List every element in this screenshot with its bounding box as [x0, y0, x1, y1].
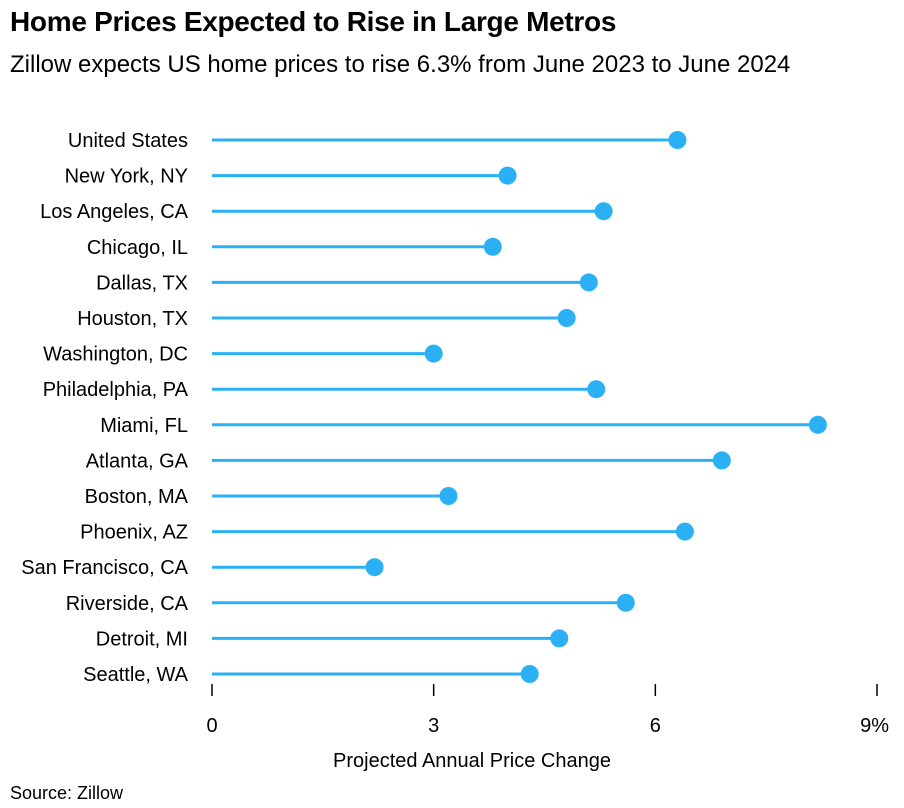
data-point: [557, 309, 576, 327]
x-axis-title: Projected Annual Price Change: [333, 750, 611, 772]
data-point: [675, 522, 694, 541]
x-axis: 0 3 6 9%: [206, 684, 889, 737]
chart-subtitle: Zillow expects US home prices to rise 6.…: [10, 51, 791, 78]
x-tick-label: 9%: [860, 715, 889, 737]
category-label: Washington, DC: [43, 344, 188, 366]
data-point: [616, 593, 635, 612]
category-label: San Francisco, CA: [21, 557, 188, 579]
data-point: [712, 451, 731, 470]
category-label: Dallas, TX: [96, 272, 188, 294]
data-point: [439, 487, 458, 505]
category-label: Detroit, MI: [96, 628, 188, 650]
x-tick-label: 3: [428, 715, 439, 737]
category-label: Seattle, WA: [83, 664, 189, 686]
category-label: Boston, MA: [85, 486, 189, 508]
category-label: Philadelphia, PA: [43, 379, 189, 401]
category-label: Los Angeles, CA: [40, 201, 189, 223]
x-tick-label: 0: [206, 715, 217, 737]
source-note: Source: Zillow: [10, 783, 124, 803]
stems-group: [212, 138, 818, 676]
chart-title: Home Prices Expected to Rise in Large Me…: [10, 6, 617, 37]
data-point: [579, 273, 598, 292]
data-point: [365, 558, 384, 577]
data-point: [668, 131, 687, 149]
category-labels-group: United States New York, NY Los Angeles, CA…: [21, 130, 188, 686]
category-label: Houston, TX: [77, 308, 188, 330]
category-label: Chicago, IL: [87, 237, 188, 259]
x-tick-label: 6: [650, 715, 661, 737]
data-point: [587, 380, 606, 399]
category-label: Atlanta, GA: [86, 450, 189, 472]
category-label: Riverside, CA: [66, 593, 189, 615]
data-point: [594, 202, 613, 221]
data-point: [550, 629, 569, 648]
dots-group: [365, 131, 827, 683]
category-label: Miami, FL: [100, 415, 188, 437]
data-point: [808, 415, 827, 434]
data-point: [498, 166, 517, 185]
data-point: [483, 237, 502, 256]
category-label: United States: [68, 130, 188, 152]
category-label: New York, NY: [65, 166, 188, 188]
data-point: [424, 344, 443, 363]
category-label: Phoenix, AZ: [80, 522, 188, 544]
data-point: [520, 665, 539, 683]
